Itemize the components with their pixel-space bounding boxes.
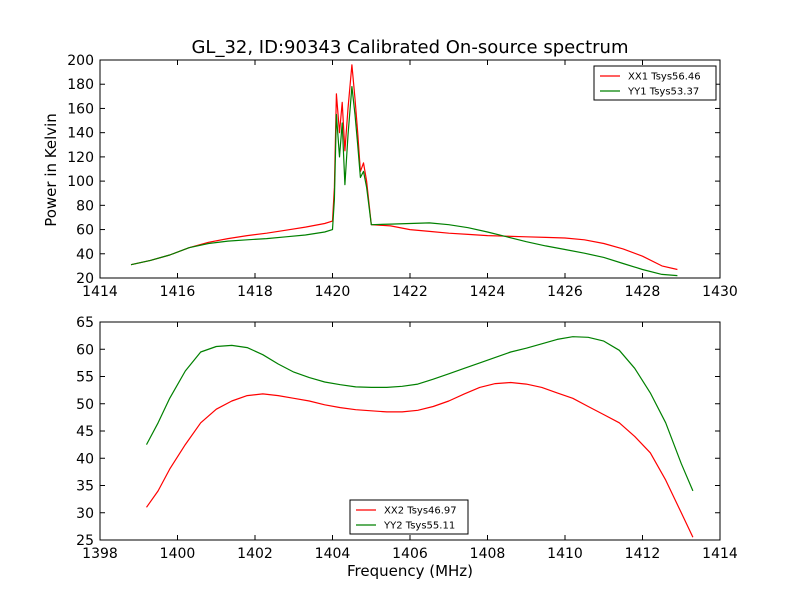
- x-tick-label: 1398: [82, 546, 118, 562]
- y-tick-label: 25: [76, 533, 94, 549]
- x-tick-label: 1408: [470, 546, 506, 562]
- y-tick-label: 120: [67, 150, 94, 166]
- top-panel: 1414 1416 1418 1420 1422 1424 1426 1428 1430 20 40…: [67, 53, 738, 300]
- x-tick-label: 1412: [625, 546, 661, 562]
- x-tick-label: 1414: [702, 546, 738, 562]
- x-tick-label: 1406: [392, 546, 428, 562]
- y-tick-label: 65: [76, 315, 94, 331]
- series-line-1: [130, 64, 678, 271]
- x-tick-label: 1424: [470, 284, 506, 300]
- legend-box: [593, 65, 717, 101]
- series-line-2: [145, 336, 694, 492]
- y-tick-label: 55: [76, 370, 94, 386]
- x-tick-label: 1430: [702, 284, 738, 300]
- series-line-2: [130, 86, 678, 277]
- x-tick-label: 1400: [160, 546, 196, 562]
- y-tick-label: 40: [76, 451, 94, 467]
- x-tick-label: 1428: [625, 284, 661, 300]
- x-tick-label: 1422: [392, 284, 428, 300]
- y-tick-label: 45: [76, 424, 94, 440]
- y-tick-label: 20: [76, 271, 94, 287]
- x-tick-label: 1402: [237, 546, 273, 562]
- x-tick-label: 1404: [315, 546, 351, 562]
- y-axis-label-top: Power in Kelvin: [42, 113, 60, 227]
- y-tick-label: 160: [67, 101, 94, 117]
- legend-entry-1: XX2 Tsys46.97: [384, 506, 457, 517]
- legend-entry-2: YY1 Tsys53.37: [627, 87, 699, 98]
- legend: XX1 Tsys56.46 YY1 Tsys53.37: [593, 65, 717, 101]
- legend-entry-1: XX1 Tsys56.46: [628, 72, 701, 83]
- y-tick-label: 60: [76, 223, 94, 239]
- y-tick-label: 40: [76, 247, 94, 263]
- legend-box: [349, 499, 469, 535]
- legend: XX2 Tsys46.97 YY2 Tsys55.11: [349, 499, 469, 535]
- x-tick-label: 1414: [82, 284, 118, 300]
- y-tick-label: 60: [76, 342, 94, 358]
- y-tick-label: 180: [67, 77, 94, 93]
- y-tick-label: 50: [76, 397, 94, 413]
- bottom-panel: 1398 1400 1402 1404 1406 1408 1410 1412 1414 25 30…: [76, 315, 738, 562]
- y-tick-label: 100: [67, 174, 94, 190]
- x-tick-label: 1418: [237, 284, 273, 300]
- y-tick-label: 35: [76, 479, 94, 495]
- x-axis-label-bottom: Frequency (MHz): [347, 562, 473, 580]
- y-tick-label: 200: [67, 53, 94, 69]
- series-line-1: [146, 381, 694, 538]
- x-tick-label: 1410: [547, 546, 583, 562]
- chart-title: GL_32, ID:90343 Calibrated On-source spe…: [191, 37, 628, 58]
- x-tick-label: 1426: [547, 284, 583, 300]
- x-tick-label: 1420: [315, 284, 351, 300]
- legend-entry-2: YY2 Tsys55.11: [383, 521, 455, 532]
- x-tick-label: 1416: [160, 284, 196, 300]
- y-tick-label: 80: [76, 198, 94, 214]
- y-tick-label: 140: [67, 126, 94, 142]
- y-tick-label: 30: [76, 506, 94, 522]
